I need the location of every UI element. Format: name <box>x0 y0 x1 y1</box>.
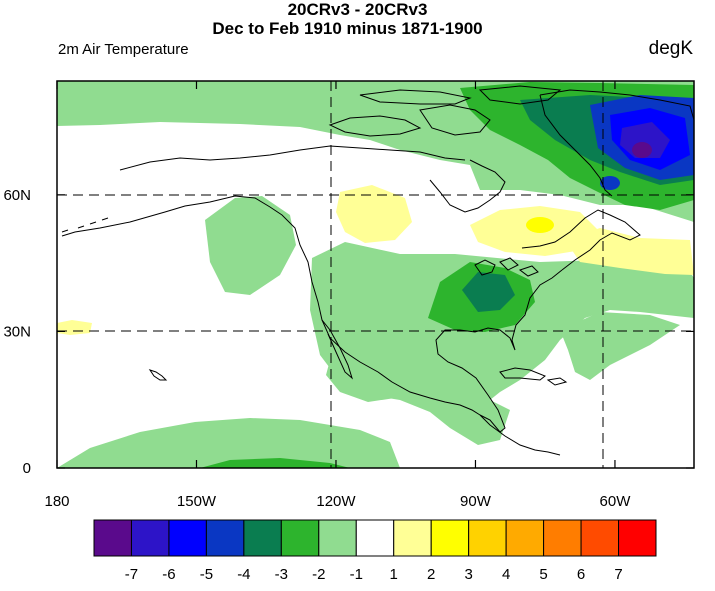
graticule <box>57 81 694 468</box>
x-tick-label: 120W <box>316 493 356 510</box>
colorbar-swatch <box>468 519 507 557</box>
colorbar-swatch <box>580 519 620 557</box>
colorbar-swatch <box>243 519 282 557</box>
colorbar-swatch <box>505 519 545 557</box>
colorbar: -7 -6 -5 -4 -3 -2 -1 1 2 3 4 5 6 7 <box>93 519 657 583</box>
colorbar-label: -3 <box>275 566 288 583</box>
greenland-coastline <box>539 89 694 197</box>
x-tick-label: 60W <box>600 493 632 510</box>
hudson-bay-coastline <box>429 159 506 213</box>
hispaniola-coastline <box>546 377 568 386</box>
x-tick-label: 180 <box>44 493 69 510</box>
great-lakes-coastline <box>474 257 539 277</box>
x-tick-label: 150W <box>177 493 217 510</box>
atlantic-light-green <box>560 312 680 380</box>
colorbar-swatch <box>355 519 395 557</box>
central-light-green <box>310 242 694 445</box>
yellow-quebec-core <box>526 217 554 233</box>
colorbar-swatch <box>280 519 320 557</box>
title-line-2: Dec to Feb 1910 minus 1871-1900 <box>212 19 483 38</box>
map-frame <box>56 80 695 469</box>
arctic-archipelago-coastline <box>119 85 562 171</box>
pacific-coast-light-green <box>205 196 296 295</box>
colorbar-swatch <box>318 519 357 557</box>
colorbar-label: 4 <box>502 566 510 583</box>
colorbar-label: 3 <box>464 566 472 583</box>
y-tick-label: 0 <box>23 460 31 477</box>
colorbar-label: 1 <box>390 566 398 583</box>
colorbar-label: 2 <box>427 566 435 583</box>
title-line-1: 20CRv3 - 20CRv3 <box>287 0 428 19</box>
variable-label: 2m Air Temperature <box>58 41 189 58</box>
yellow-hudson-west <box>336 185 412 243</box>
colorbar-label: -1 <box>350 566 363 583</box>
x-tick-label: 90W <box>460 493 492 510</box>
green-equatorial <box>200 458 350 468</box>
colorbar-label: -2 <box>312 566 325 583</box>
colorbar-label: 7 <box>614 566 622 583</box>
anomaly-field <box>57 81 694 468</box>
colorbar-label: -6 <box>162 566 175 583</box>
colorbar-label: 6 <box>577 566 585 583</box>
coastlines <box>61 85 694 456</box>
hawaii-coastline <box>148 369 168 381</box>
purple-greenland-core <box>632 142 652 158</box>
baja-california-coastline <box>321 319 353 380</box>
colorbar-swatch <box>93 519 132 557</box>
colorbar-label: -4 <box>237 566 250 583</box>
east-coast-coastline <box>521 209 641 271</box>
units-label: degK <box>648 38 693 59</box>
cuba-coastline <box>499 367 546 381</box>
blue-hudson-spot <box>600 176 620 190</box>
colorbar-swatch <box>430 519 470 557</box>
colorbar-swatch <box>168 519 207 557</box>
colorbar-label: -7 <box>125 566 138 583</box>
yellow-pacific-spot <box>57 320 92 335</box>
equatorial-light-green <box>57 418 400 468</box>
colorbar-swatch <box>393 519 432 557</box>
central-america-coastline <box>479 414 561 456</box>
axis-ticks: 180 150W 120W 90W 60W 0 30N 60N <box>3 81 694 510</box>
darkgreen-ohio-valley <box>462 272 515 312</box>
colorbar-swatch <box>543 519 582 557</box>
west-coast-coastline <box>61 195 481 416</box>
colorbar-swatch <box>618 519 657 557</box>
aleutian-coastline <box>61 217 109 233</box>
colorbar-swatch <box>130 519 170 557</box>
colorbar-label: -5 <box>200 566 213 583</box>
y-tick-label: 60N <box>3 187 31 204</box>
yellow-newfoundland <box>565 228 694 275</box>
colorbar-label: 5 <box>539 566 547 583</box>
colorbar-swatch <box>205 519 245 557</box>
mexico-light-green <box>326 360 395 402</box>
gulf-coast-coastline <box>435 269 563 433</box>
y-tick-label: 30N <box>3 323 31 340</box>
